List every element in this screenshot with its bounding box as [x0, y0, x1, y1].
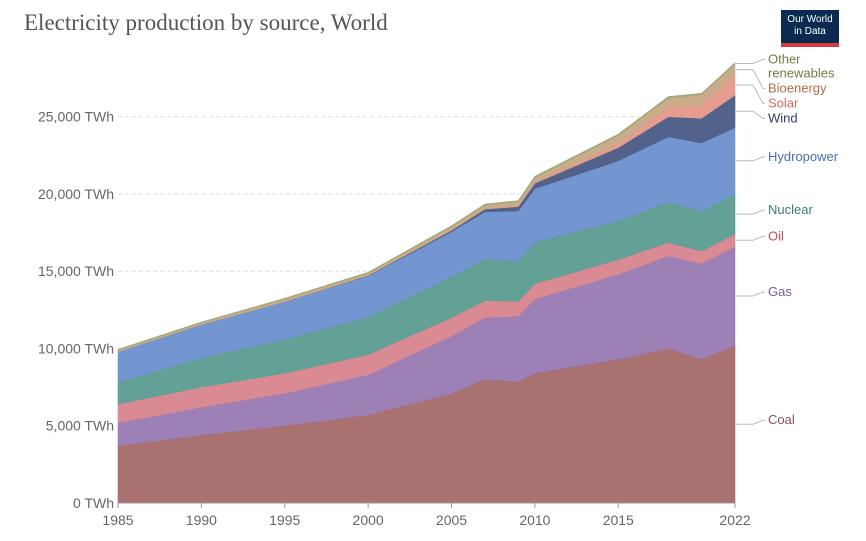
label-connector: [736, 69, 765, 89]
series-label-oil: Oil: [768, 228, 784, 243]
x-tick-label: 1985: [102, 512, 133, 528]
series-label-bioenergy: Bioenergy: [768, 80, 827, 95]
x-tick-label: 1990: [186, 512, 217, 528]
label-connector: [736, 59, 765, 64]
series-label-gas: Gas: [768, 284, 792, 299]
y-tick-label: 10,000 TWh: [38, 340, 114, 356]
series-label-wind: Wind: [768, 110, 798, 125]
label-connector: [736, 291, 765, 297]
series-label-coal: Coal: [768, 412, 795, 427]
y-tick-label: 0 TWh: [73, 495, 114, 511]
axes: 0 TWh 5,000 TWh 10,000 TWh 15,000 TWh 20,000…: [38, 109, 751, 528]
x-tick-label: 2022: [719, 512, 750, 528]
y-tick-label: 15,000 TWh: [38, 263, 114, 279]
series-label-other-renewables: renewables: [768, 65, 835, 80]
logo-line-1: Our World: [787, 14, 833, 25]
x-tick-label: 2000: [353, 512, 384, 528]
owid-logo[interactable]: Our World in Data: [781, 10, 839, 47]
series-label-nuclear: Nuclear: [768, 202, 813, 217]
stacked-areas: [117, 62, 736, 504]
chart-title: Electricity production by source, World: [24, 10, 388, 35]
y-tick-label: 20,000 TWh: [38, 186, 114, 202]
label-connector: [736, 84, 765, 104]
label-connector: [736, 156, 765, 162]
x-tick-label: 1995: [269, 512, 300, 528]
x-tick-label: 2015: [603, 512, 634, 528]
label-connector: [736, 235, 765, 241]
y-tick-label: 5,000 TWh: [46, 418, 114, 434]
x-tick-label: 2005: [436, 512, 467, 528]
series-label-hydropower: Hydropower: [768, 149, 839, 164]
label-connector: [736, 110, 765, 119]
logo-line-2: in Data: [794, 26, 826, 37]
label-connector: [736, 419, 765, 425]
series-label-solar: Solar: [768, 95, 799, 110]
label-connector: [736, 209, 765, 215]
area-other-renewables: [117, 62, 736, 351]
series-label-other-renewables: Other: [768, 51, 801, 66]
y-tick-label: 25,000 TWh: [38, 109, 114, 125]
x-tick-label: 2010: [519, 512, 550, 528]
